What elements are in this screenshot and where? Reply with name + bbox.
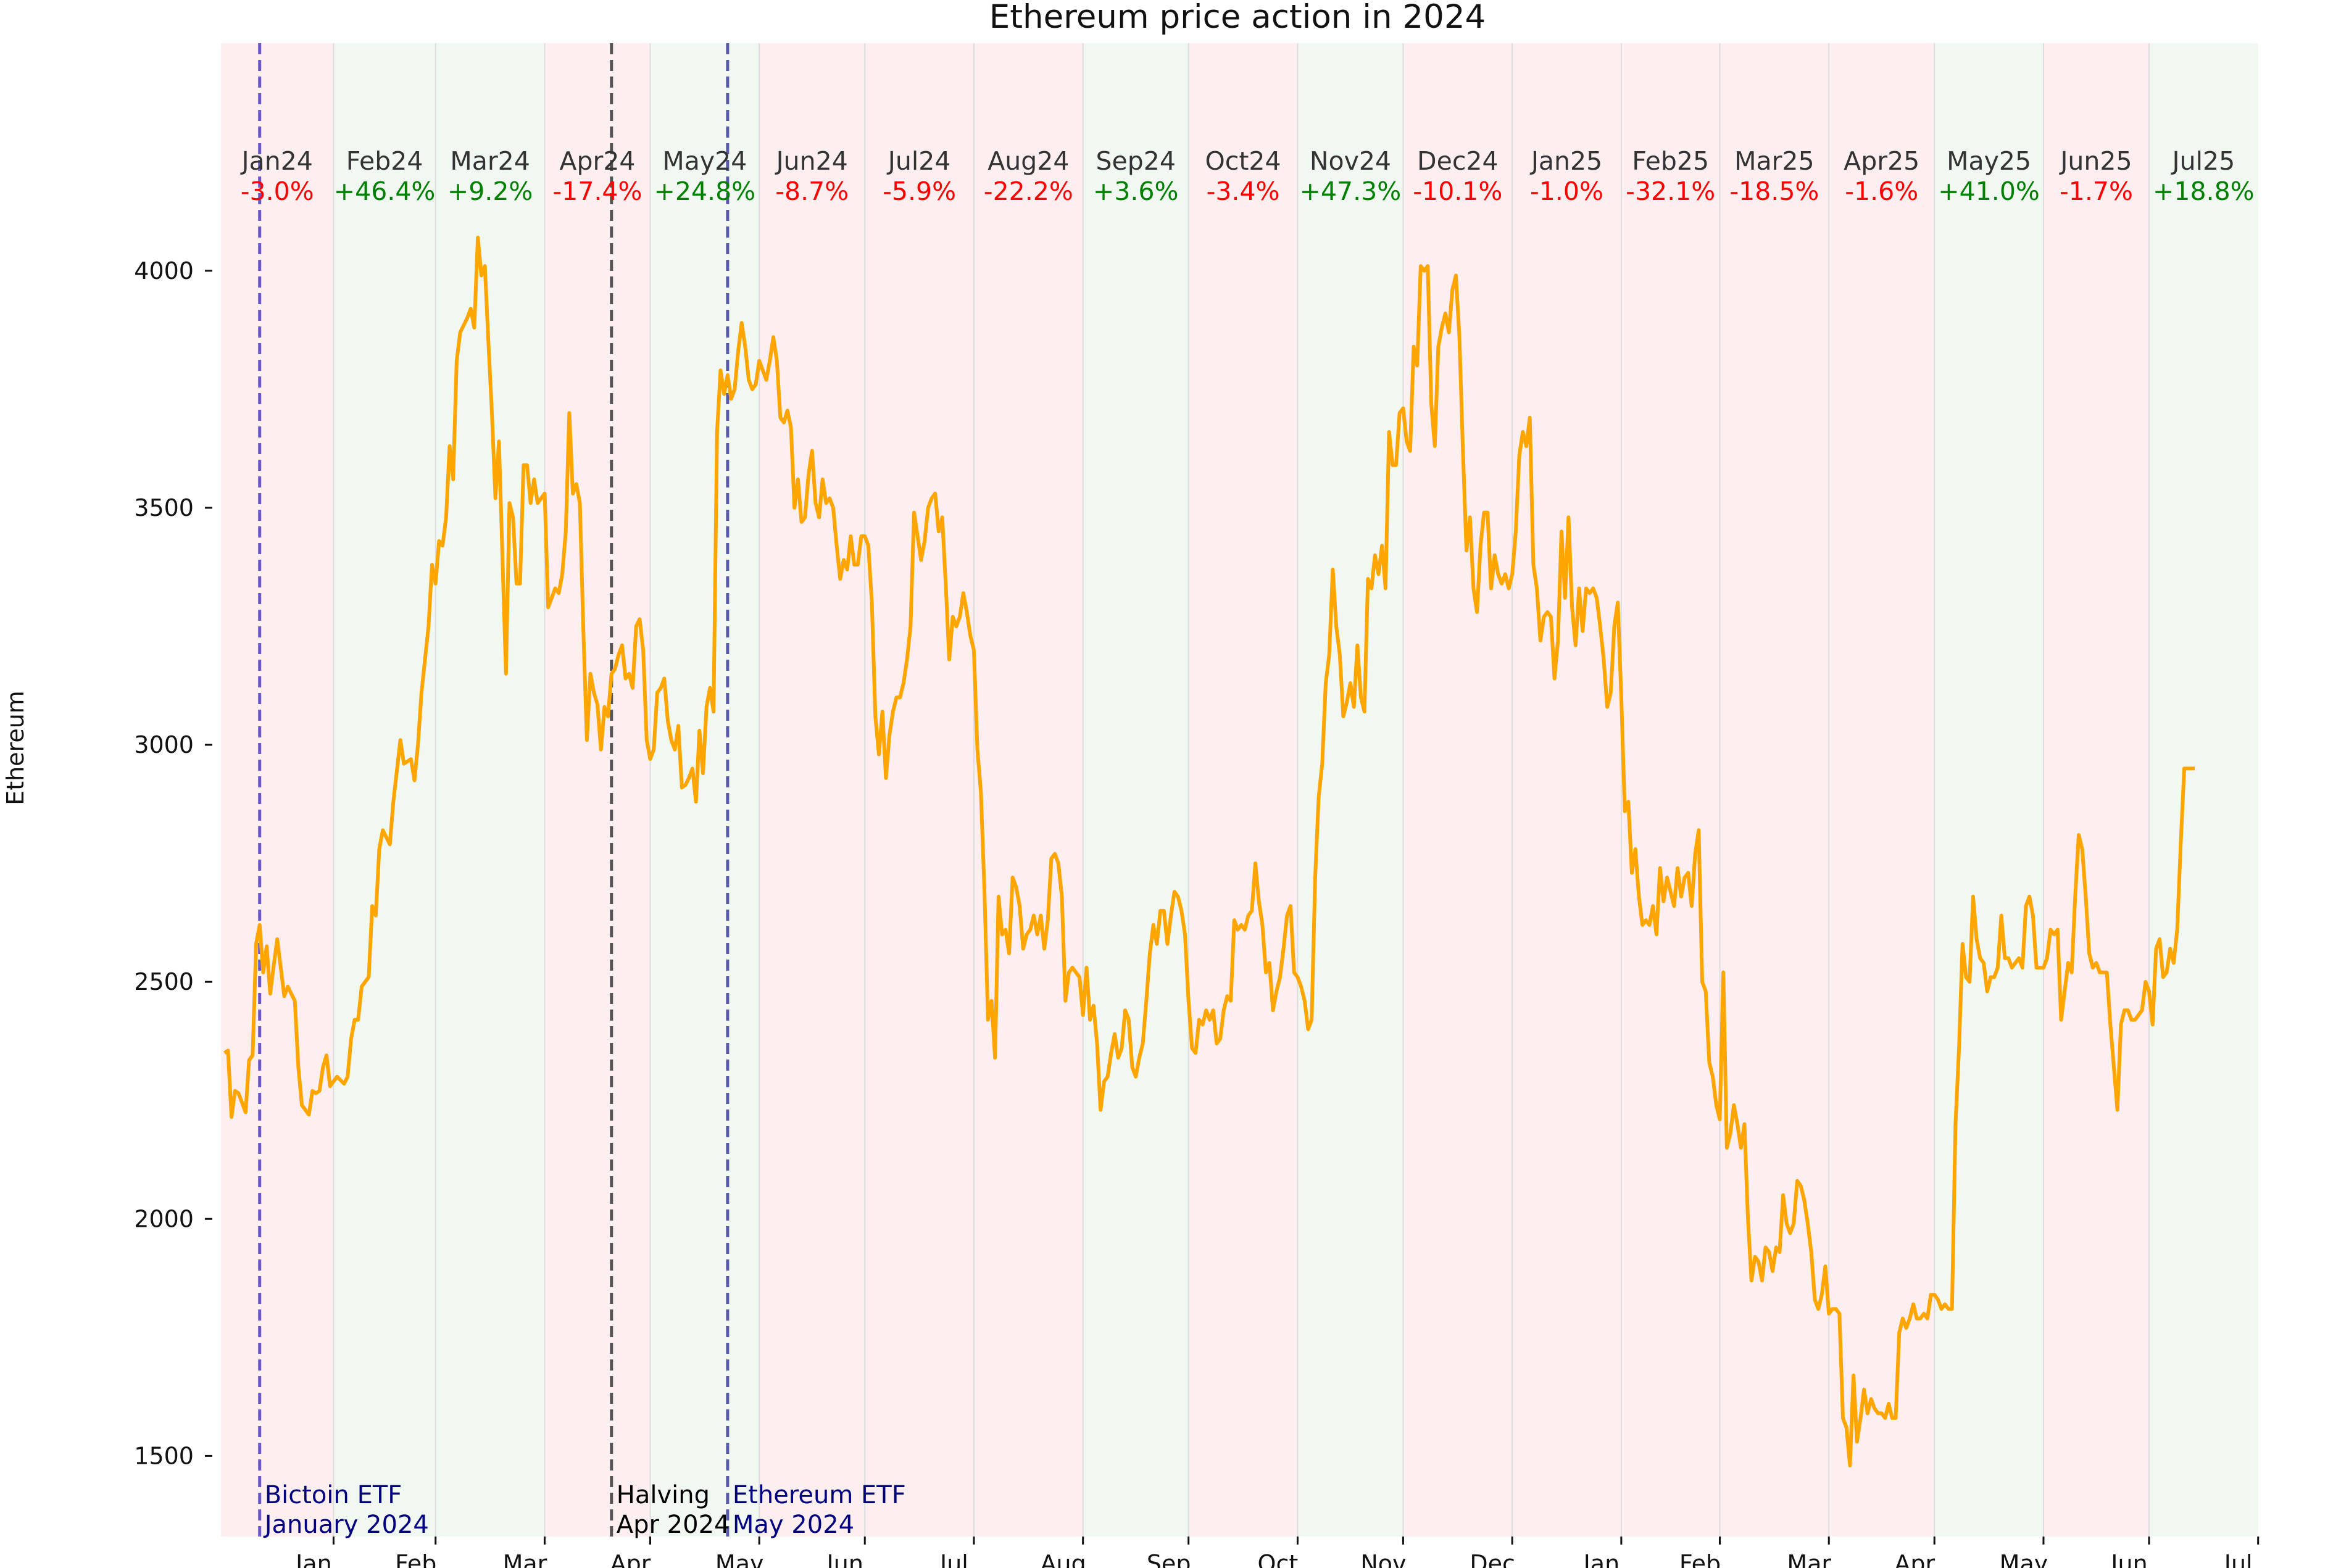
- event-label: Bictoin ETF: [265, 1481, 402, 1509]
- event-label: Apr 2024: [617, 1511, 730, 1539]
- x-tick-label: Apr: [1894, 1550, 1935, 1568]
- month-change: -3.4%: [1207, 176, 1280, 206]
- month-label: Feb25: [1632, 146, 1709, 176]
- month-change: -3.0%: [241, 176, 314, 206]
- month-label: Jul25: [2171, 146, 2235, 176]
- month-label: Mar25: [1734, 146, 1815, 176]
- x-tick-label: Sep: [1147, 1550, 1191, 1568]
- month-change: +24.8%: [654, 176, 756, 206]
- month-band: [650, 43, 760, 1537]
- month-change: -5.9%: [883, 176, 956, 206]
- month-band: [544, 43, 651, 1537]
- month-label: May25: [1947, 146, 2031, 176]
- month-label: Apr24: [559, 146, 635, 176]
- x-tick-label: Feb: [1679, 1550, 1721, 1568]
- month-label: Aug24: [988, 146, 1069, 176]
- month-change: +3.6%: [1093, 176, 1179, 206]
- month-change: +9.2%: [447, 176, 533, 206]
- x-tick-label: Jun: [2110, 1550, 2147, 1568]
- month-band: [865, 43, 974, 1537]
- y-tick-label: 2000: [134, 1205, 194, 1232]
- x-tick-label: Feb: [395, 1550, 436, 1568]
- month-band: [973, 43, 1083, 1537]
- month-band: [1512, 43, 1621, 1537]
- x-tick-label: Mar: [1787, 1550, 1831, 1568]
- month-band: [1083, 43, 1189, 1537]
- x-tick-label: Jan: [294, 1550, 332, 1568]
- x-tick-label: Jul: [2223, 1550, 2253, 1568]
- x-tick-label: Oct: [1258, 1550, 1299, 1568]
- x-tick-label: Jul: [939, 1550, 968, 1568]
- month-band: [1829, 43, 1935, 1537]
- month-label: Jul24: [886, 146, 951, 176]
- month-change: +47.3%: [1300, 176, 1402, 206]
- month-label: Jan24: [240, 146, 313, 176]
- month-change: -1.6%: [1845, 176, 1918, 206]
- month-label: Jun24: [775, 146, 848, 176]
- event-label: January 2024: [263, 1511, 429, 1539]
- x-tick-label: Apr: [610, 1550, 651, 1568]
- event-label: Ethereum ETF: [733, 1481, 906, 1509]
- x-axis: Jan Feb Mar Apr May Jun Jul Aug Sep Oct Nov Dec Jan F…: [294, 1537, 2260, 1568]
- y-axis-label: Ethereum: [2, 691, 29, 805]
- month-label: Feb24: [346, 146, 423, 176]
- x-tick-label: Jun: [826, 1550, 863, 1568]
- y-tick-label: 3500: [134, 494, 194, 521]
- month-change: -10.1%: [1413, 176, 1502, 206]
- month-bands: [221, 43, 2258, 1537]
- month-label: Jan25: [1529, 146, 1602, 176]
- month-labels: Jan24-3.0% Feb24+46.4% Mar24+9.2% Apr24-17.…: [240, 146, 2255, 206]
- month-change: -8.7%: [775, 176, 849, 206]
- month-change: +46.4%: [334, 176, 436, 206]
- x-tick-label: Mar: [503, 1550, 547, 1568]
- month-band: [221, 43, 334, 1537]
- x-tick-label: Nov: [1360, 1550, 1406, 1568]
- month-change: -32.1%: [1626, 176, 1715, 206]
- x-tick-label: Jan: [1582, 1550, 1620, 1568]
- month-label: Dec24: [1417, 146, 1499, 176]
- month-change: -1.0%: [1530, 176, 1603, 206]
- month-change: -1.7%: [2060, 176, 2133, 206]
- event-label: May 2024: [733, 1511, 854, 1539]
- x-tick-label: May: [2000, 1550, 2048, 1568]
- month-label: Nov24: [1310, 146, 1391, 176]
- month-change: +18.8%: [2153, 176, 2255, 206]
- month-band: [1188, 43, 1298, 1537]
- x-tick-label: Dec: [1470, 1550, 1515, 1568]
- chart-title: Ethereum price action in 2024: [989, 0, 1486, 36]
- y-axis: 1500 2000 2500 3000 3500 4000: [134, 257, 212, 1469]
- month-change: -22.2%: [984, 176, 1073, 206]
- month-band: [1719, 43, 1829, 1537]
- month-label: Sep24: [1096, 146, 1175, 176]
- month-band: [1621, 43, 1720, 1537]
- y-tick-label: 1500: [134, 1442, 194, 1469]
- month-change: +41.0%: [1938, 176, 2040, 206]
- month-band: [435, 43, 545, 1537]
- price-line: [223, 236, 2195, 1467]
- x-tick-label: Aug: [1041, 1550, 1086, 1568]
- y-tick-label: 4000: [134, 257, 194, 284]
- month-label: Oct24: [1205, 146, 1281, 176]
- y-tick-label: 3000: [134, 731, 194, 758]
- month-band: [2043, 43, 2149, 1537]
- month-change: -18.5%: [1729, 176, 1819, 206]
- price-series: [223, 236, 2195, 1467]
- event-label: Halving: [617, 1481, 710, 1509]
- month-band: [2148, 43, 2258, 1537]
- y-tick-label: 2500: [134, 968, 194, 995]
- month-label: May24: [662, 146, 747, 176]
- month-label: Apr25: [1844, 146, 1919, 176]
- month-band: [1934, 43, 2044, 1537]
- month-band: [759, 43, 865, 1537]
- x-tick-label: May: [715, 1550, 764, 1568]
- month-band: [1297, 43, 1403, 1537]
- month-band: [333, 43, 436, 1537]
- month-change: -17.4%: [552, 176, 642, 206]
- month-label: Jun25: [2058, 146, 2132, 176]
- month-label: Mar24: [450, 146, 530, 176]
